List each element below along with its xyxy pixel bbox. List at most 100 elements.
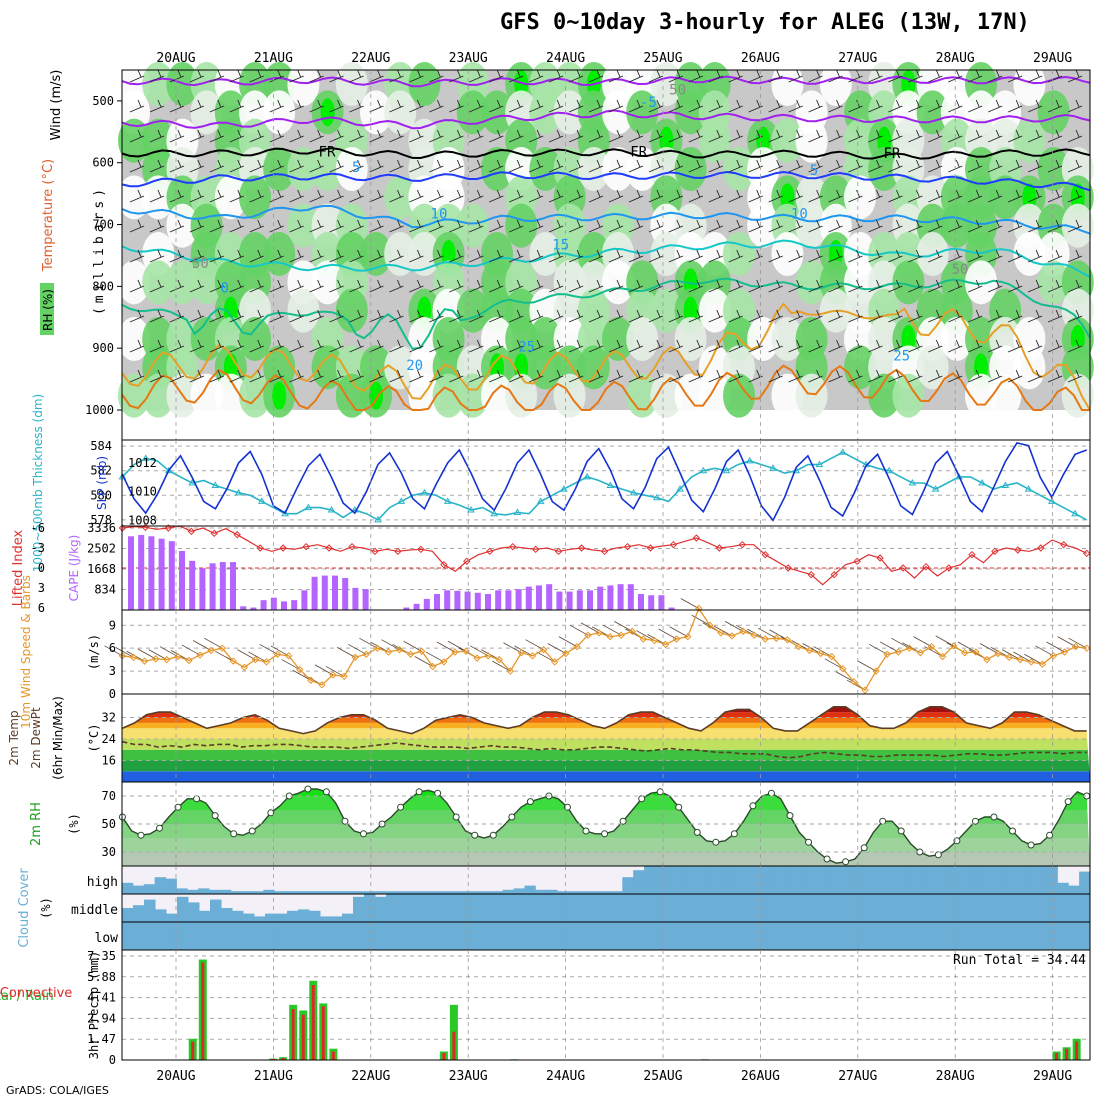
rh-patch bbox=[166, 203, 199, 248]
cloud-cell bbox=[276, 913, 288, 922]
cape-bar bbox=[301, 590, 308, 610]
rh-patch bbox=[384, 90, 417, 135]
wind-barb bbox=[968, 129, 983, 143]
wind-barb bbox=[668, 249, 684, 263]
cloud-cell bbox=[826, 894, 838, 922]
wind-barb-10m bbox=[336, 646, 356, 658]
wind-barb bbox=[229, 69, 244, 83]
wind-speed-point bbox=[118, 652, 127, 660]
wind-speed-point bbox=[506, 667, 515, 675]
panel-frame-7 bbox=[121, 949, 1091, 1061]
rh-band bbox=[122, 789, 1090, 796]
rh-point bbox=[526, 798, 534, 806]
wind-barb bbox=[608, 219, 624, 233]
wind-barb bbox=[948, 129, 963, 143]
wind-barb bbox=[229, 219, 244, 233]
cape-bar bbox=[658, 595, 665, 610]
date-label-top: 22AUG bbox=[351, 51, 390, 66]
cloud-cell bbox=[782, 894, 794, 922]
cloud-cell bbox=[1035, 866, 1047, 894]
cloud-cell bbox=[633, 870, 645, 894]
cloud-cell bbox=[122, 908, 134, 922]
cloud-cell bbox=[470, 891, 482, 894]
rh-patch bbox=[602, 317, 634, 361]
wind-barb bbox=[289, 189, 304, 203]
cloud-cell bbox=[859, 894, 871, 922]
rh-patch bbox=[360, 90, 392, 135]
wind-barb bbox=[229, 189, 244, 203]
cloud-cell bbox=[353, 922, 365, 950]
date-label-bottom: 29AUG bbox=[1033, 1069, 1072, 1084]
li-point bbox=[991, 547, 999, 556]
wind-speed-point bbox=[406, 650, 415, 658]
cloud-cell bbox=[254, 916, 266, 922]
wind-barb bbox=[668, 99, 684, 113]
cape-axis-label: CAPE (J/kg) bbox=[67, 535, 81, 602]
wind-barb bbox=[588, 279, 604, 293]
rh-point bbox=[879, 817, 887, 825]
wind-barb bbox=[548, 309, 564, 323]
wind-speed-point bbox=[772, 634, 781, 642]
wind-barb bbox=[209, 339, 225, 353]
li-point bbox=[922, 562, 930, 571]
wind-barb bbox=[588, 309, 604, 323]
rh-patch bbox=[650, 232, 683, 276]
wind-barb bbox=[389, 189, 404, 203]
wind-barb bbox=[808, 309, 823, 323]
run-total-label: Run Total = 34.44 bbox=[953, 953, 1086, 968]
wind-barb bbox=[788, 369, 803, 383]
wind-barb bbox=[608, 99, 624, 113]
wind-barb bbox=[329, 369, 344, 383]
rh-patch bbox=[698, 118, 731, 163]
rh-patch bbox=[747, 203, 780, 248]
wind-barb bbox=[908, 69, 923, 83]
wind-barb bbox=[389, 99, 404, 113]
wind-barb bbox=[668, 219, 684, 233]
wind-barb bbox=[748, 99, 763, 113]
cloud-cell bbox=[474, 894, 486, 922]
rh-patch bbox=[723, 232, 755, 276]
wind-barb bbox=[249, 309, 264, 323]
wind-barb bbox=[1007, 159, 1023, 173]
rh-patch-high bbox=[369, 381, 383, 410]
cloud-cell bbox=[709, 866, 721, 894]
rh-tick-label: 70 bbox=[102, 789, 116, 803]
cloud-cell bbox=[595, 922, 607, 950]
rh-patch bbox=[916, 345, 949, 390]
cloud-cell bbox=[1013, 894, 1025, 922]
wind-speed-point bbox=[284, 652, 293, 660]
wind-barb bbox=[728, 369, 743, 383]
cloud-cell bbox=[441, 922, 453, 950]
li-point bbox=[210, 529, 218, 538]
wind-barb bbox=[409, 339, 424, 353]
wind-speed-point bbox=[384, 648, 393, 656]
wind-barb bbox=[429, 249, 444, 263]
cloud-cell bbox=[133, 905, 145, 922]
chart-title: GFS 0~10day 3-hourly for ALEG (13W, 17N) bbox=[500, 10, 1030, 35]
cape-bar bbox=[464, 591, 471, 610]
wind-barb bbox=[509, 339, 524, 353]
wind-barb-10m bbox=[181, 644, 201, 656]
wind-barb bbox=[469, 219, 484, 233]
cloud-cell bbox=[317, 891, 330, 894]
wind-barb bbox=[469, 159, 484, 173]
rh-point bbox=[786, 812, 794, 820]
wind-barb bbox=[429, 159, 444, 173]
cloud-cell bbox=[804, 922, 816, 950]
wind-barb bbox=[808, 249, 823, 263]
rh-patch bbox=[674, 373, 707, 418]
wind-barb bbox=[389, 129, 404, 143]
temp-band bbox=[122, 771, 1090, 782]
wind-barb-10m bbox=[580, 622, 600, 634]
wind-barb bbox=[469, 189, 484, 203]
wind-barb bbox=[628, 159, 644, 173]
contour-label: FR bbox=[883, 146, 900, 162]
temp-axis-label-3: (6hr Min/Max) bbox=[51, 696, 65, 780]
wind-barb bbox=[349, 309, 364, 323]
wind-barb bbox=[928, 99, 943, 113]
wind-barb bbox=[588, 99, 604, 113]
wind-barb-10m bbox=[868, 643, 888, 655]
wind-barb bbox=[409, 309, 424, 323]
cloud-cell bbox=[155, 922, 167, 950]
thickness-point bbox=[629, 488, 638, 496]
